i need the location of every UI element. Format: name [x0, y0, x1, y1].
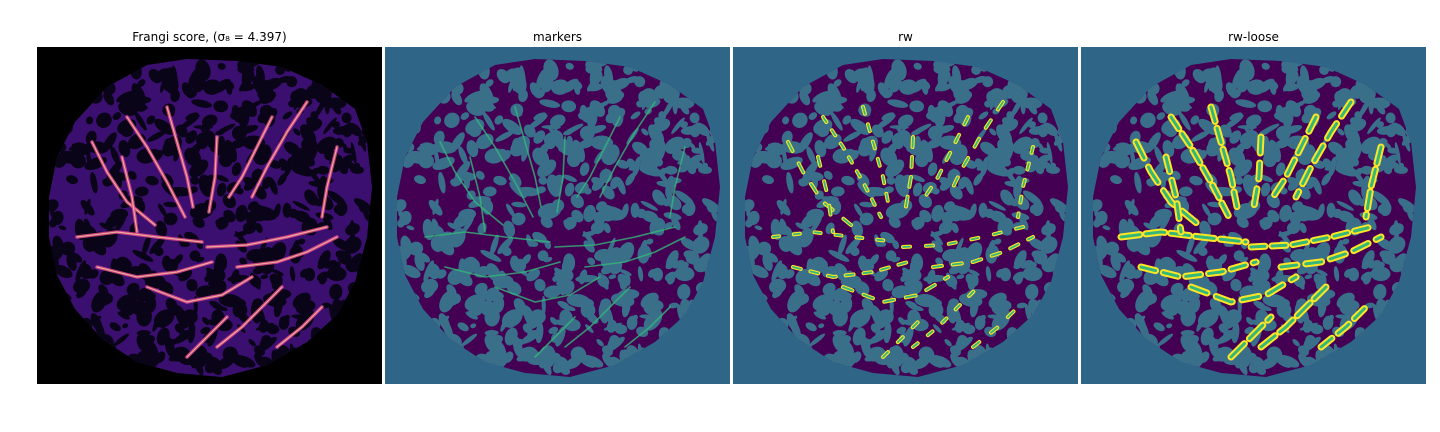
frangi-image-canvas — [37, 47, 382, 384]
panel-title-rw-loose: rw-loose — [1228, 30, 1279, 44]
rw-image-canvas — [733, 47, 1078, 384]
panel-title-frangi: Frangi score, (σ₈ = 4.397) — [132, 30, 287, 44]
markers-image — [385, 47, 730, 384]
panel-title-markers: markers — [532, 30, 583, 44]
markers-image-canvas — [385, 47, 730, 384]
panel-title-rw: rw — [898, 30, 913, 44]
rw-loose-image — [1081, 47, 1426, 384]
rw-loose-image-canvas — [1081, 47, 1426, 384]
frangi-image — [37, 47, 382, 384]
rw-image — [733, 47, 1078, 384]
